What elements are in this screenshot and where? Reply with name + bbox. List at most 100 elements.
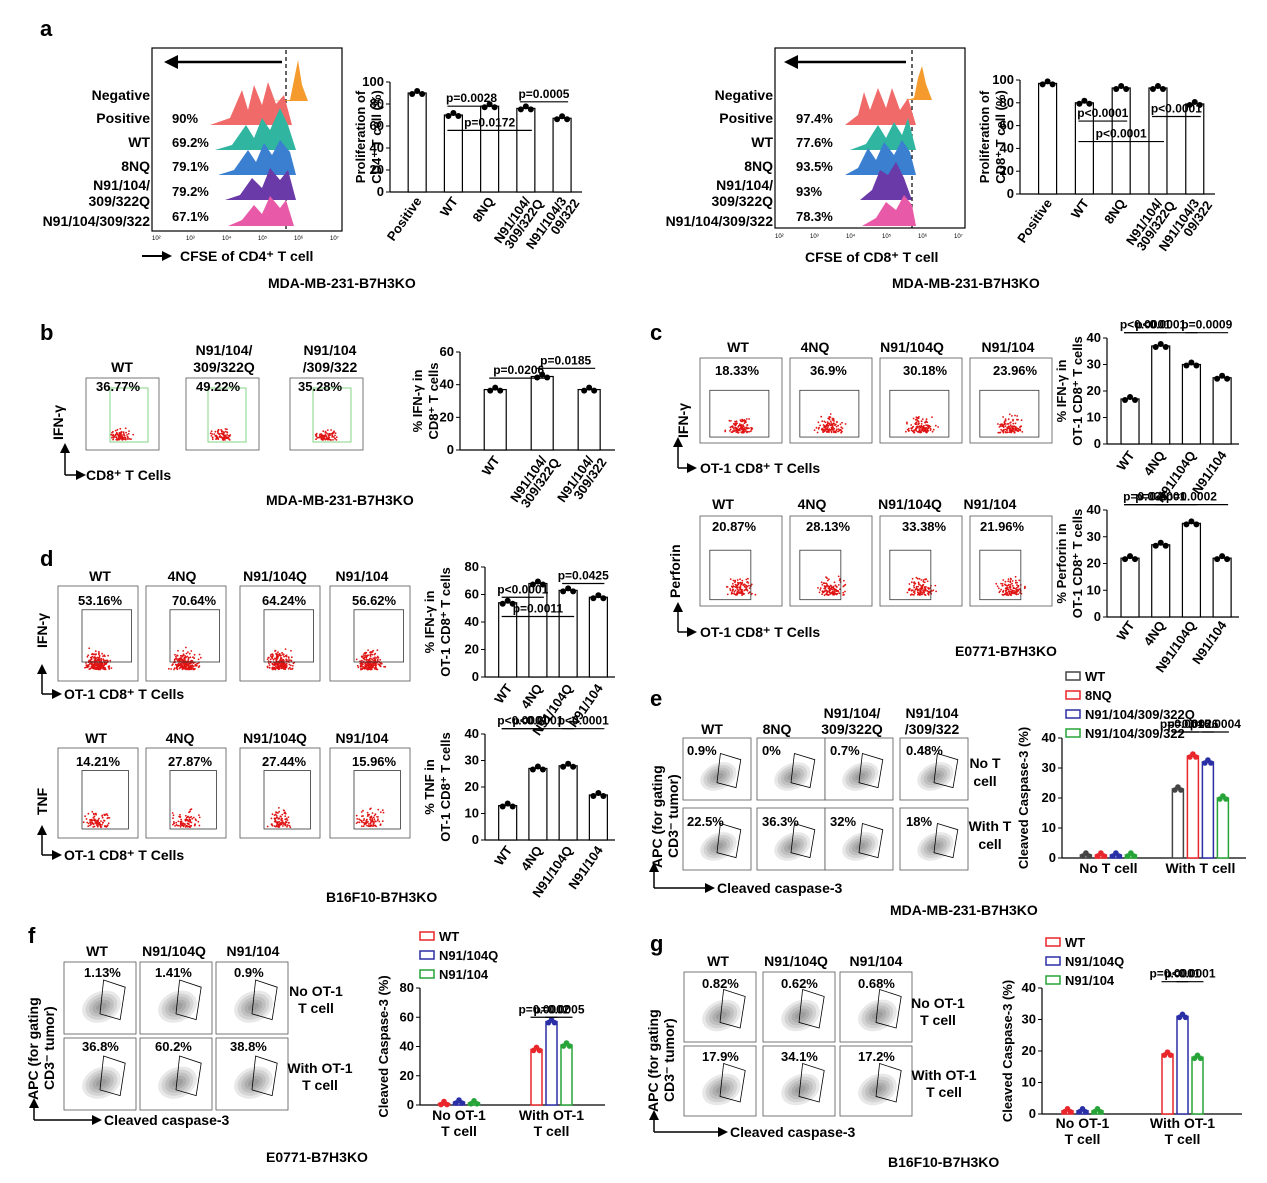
event-dot: [837, 584, 840, 586]
event-dot: [841, 421, 843, 424]
event-dot: [1020, 419, 1023, 421]
event-dot: [924, 430, 927, 432]
flow-plot-frame: [63, 1037, 137, 1111]
data-point: [1162, 542, 1169, 549]
density-cloud: [842, 832, 879, 861]
event-dot: [167, 667, 170, 670]
legend-swatch: [419, 931, 435, 941]
event-dot: [105, 826, 108, 828]
data-point: [539, 766, 546, 773]
event-dot: [1004, 419, 1007, 422]
event-dot: [175, 658, 178, 660]
event-dot: [827, 594, 830, 596]
group-label: No OT-1: [1056, 1115, 1110, 1131]
p-value: p=0.0002: [1166, 490, 1217, 504]
density-cloud: [845, 834, 876, 859]
data-point: [1162, 343, 1169, 350]
event-dot: [919, 594, 921, 596]
gate: [979, 389, 1040, 438]
event-dot: [733, 590, 736, 593]
y-tick-label: 60: [465, 587, 479, 602]
event-dot: [842, 585, 845, 588]
event-dot: [375, 657, 378, 659]
event-dot: [90, 667, 92, 670]
event-dot: [750, 429, 753, 431]
density-cloud: [865, 1079, 890, 1100]
density-cloud: [248, 1002, 259, 1011]
p-value: p=0.035: [1123, 490, 1168, 504]
event-dot: [1021, 431, 1024, 433]
event-dot: [97, 666, 100, 668]
col-label: N91/104/: [196, 342, 253, 358]
gate: [175, 979, 202, 1021]
x-axis-label: OT-1 CD8⁺ T Cells: [700, 460, 820, 476]
event-dot: [197, 658, 200, 661]
event-dot: [292, 662, 295, 665]
event-dot: [286, 825, 288, 828]
y-tick-label: 30: [1022, 1012, 1036, 1027]
gate-pct: 21.96%: [980, 519, 1025, 534]
data-point: [1224, 556, 1231, 563]
event-dot: [916, 589, 919, 592]
event-dot: [831, 423, 834, 426]
gate-pct: 1.13%: [84, 965, 121, 980]
event-dot: [361, 667, 364, 670]
data-point: [554, 116, 561, 123]
event-dot: [844, 590, 846, 593]
event-dot: [748, 584, 750, 587]
density-cloud: [868, 1082, 887, 1097]
event-dot: [366, 663, 369, 666]
event-dot: [288, 663, 291, 666]
event-dot: [915, 421, 918, 424]
event-dot: [734, 420, 736, 423]
density-cloud: [930, 842, 941, 851]
event-dot: [185, 668, 187, 670]
legend-label: 8NQ: [1085, 688, 1112, 703]
event-dot: [288, 666, 291, 669]
legend-swatch: [1065, 728, 1081, 738]
event-dot: [1006, 593, 1009, 595]
axis-arrow-head: [60, 443, 70, 453]
event-dot: [1011, 584, 1014, 587]
flow-plot-frame: [879, 357, 963, 444]
tick-label: 10³: [186, 236, 195, 242]
event-dot: [285, 820, 287, 823]
event-dot: [269, 658, 272, 661]
axis-arrow-head: [718, 1127, 728, 1137]
event-dot: [1016, 429, 1019, 432]
event-dot: [220, 436, 223, 438]
event-dot: [315, 435, 318, 437]
event-dot: [925, 420, 927, 423]
event-dot: [109, 659, 112, 662]
density-cloud: [923, 837, 947, 856]
event-dot: [226, 428, 228, 431]
density-cloud: [96, 1002, 107, 1011]
event-dot: [182, 653, 185, 656]
histogram-positive: [210, 82, 292, 125]
event-dot: [1016, 590, 1019, 593]
density-cloud: [855, 772, 866, 781]
gate: [889, 549, 932, 601]
group-label: No OT-1: [432, 1107, 486, 1123]
event-dot: [275, 652, 277, 655]
event-dot: [101, 652, 103, 655]
cell-line-label: E0771-B7H3KO: [955, 643, 1057, 659]
x-axis-label: CD8⁺ T Cells: [86, 467, 171, 483]
bar: [1171, 788, 1185, 859]
event-dot: [737, 583, 740, 585]
event-dot: [270, 823, 273, 826]
bar: [530, 375, 554, 451]
data-point: [487, 387, 494, 394]
event-dot: [1012, 592, 1015, 595]
event-dot: [362, 654, 365, 656]
event-dot: [835, 585, 838, 588]
event-dot: [226, 434, 229, 436]
density-cloud: [82, 1066, 121, 1099]
event-dot: [175, 664, 178, 667]
event-dot: [189, 656, 192, 659]
event-dot: [363, 656, 366, 659]
event-dot: [281, 813, 284, 816]
event-dot: [908, 583, 911, 585]
event-dot: [920, 579, 923, 581]
density-cloud: [845, 764, 876, 789]
